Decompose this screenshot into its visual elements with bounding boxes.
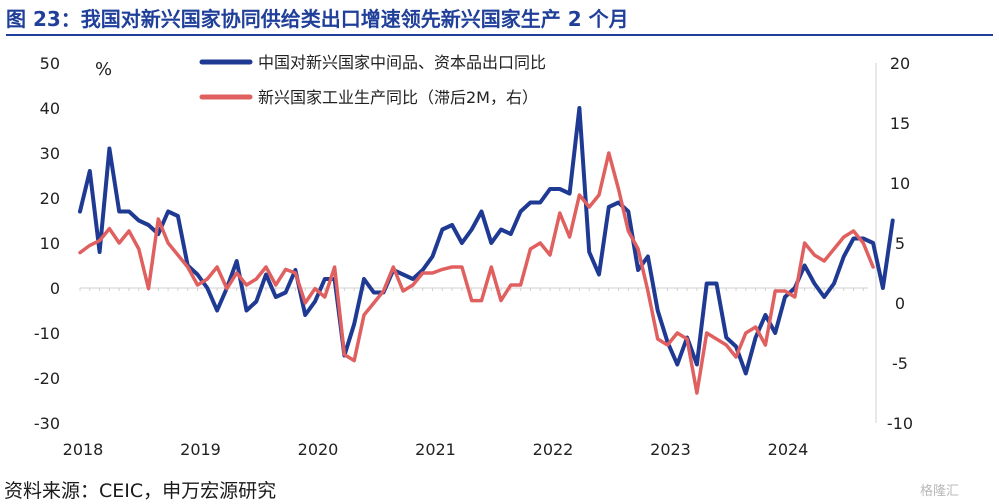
y-right-tick-label: 20 xyxy=(890,54,910,73)
figure-title: 图 23：我国对新兴国家协同供给类出口增速领先新兴国家生产 2 个月 xyxy=(6,7,629,31)
series-line-2 xyxy=(78,151,875,395)
y-left-tick-label: -20 xyxy=(34,369,60,388)
y-left-tick-label: 10 xyxy=(40,234,60,253)
series-line-1 xyxy=(78,106,895,376)
watermark-logo: 格隆汇 xyxy=(920,484,960,499)
y-left-tick-label: 50 xyxy=(40,54,60,73)
chart-axes: 2018 2019 2020 2021 2022 2023 202450403020100-… xyxy=(34,54,913,459)
y-right-tick-label: 5 xyxy=(895,234,905,253)
x-tick-label: 2021 xyxy=(415,440,456,459)
y-left-tick-label: -10 xyxy=(34,324,60,343)
x-tick-label: 2020 xyxy=(298,440,339,459)
y-right-tick-label: 0 xyxy=(895,294,905,313)
y-left-tick-label: 30 xyxy=(40,144,60,163)
y-left-tick-label: 20 xyxy=(40,189,60,208)
y-right-tick-label: 10 xyxy=(890,174,910,193)
y-left-tick-label: -30 xyxy=(34,414,60,433)
y-left-unit: % xyxy=(95,59,112,80)
source-note: 资料来源：CEIC，申万宏源研究 xyxy=(4,480,277,502)
y-right-tick-label: -5 xyxy=(892,354,908,373)
y-left-tick-label: 0 xyxy=(50,279,60,298)
x-tick-label: 2024 xyxy=(768,440,809,459)
y-left-tick-label: 40 xyxy=(40,99,60,118)
title-rule xyxy=(6,34,993,36)
x-tick-label: 2022 xyxy=(533,440,574,459)
y-right-tick-label: -10 xyxy=(887,414,913,433)
x-tick-label: 2019 xyxy=(180,440,221,459)
y-right-tick-label: 15 xyxy=(890,114,910,133)
x-tick-label: 2023 xyxy=(650,440,691,459)
legend-label-1: 中国对新兴国家中间品、资本品出口同比 xyxy=(258,53,546,72)
legend-label-2: 新兴国家工业生产同比（滞后2M，右） xyxy=(258,88,538,107)
chart-lines xyxy=(78,106,895,395)
x-tick-label: 2018 xyxy=(63,440,104,459)
